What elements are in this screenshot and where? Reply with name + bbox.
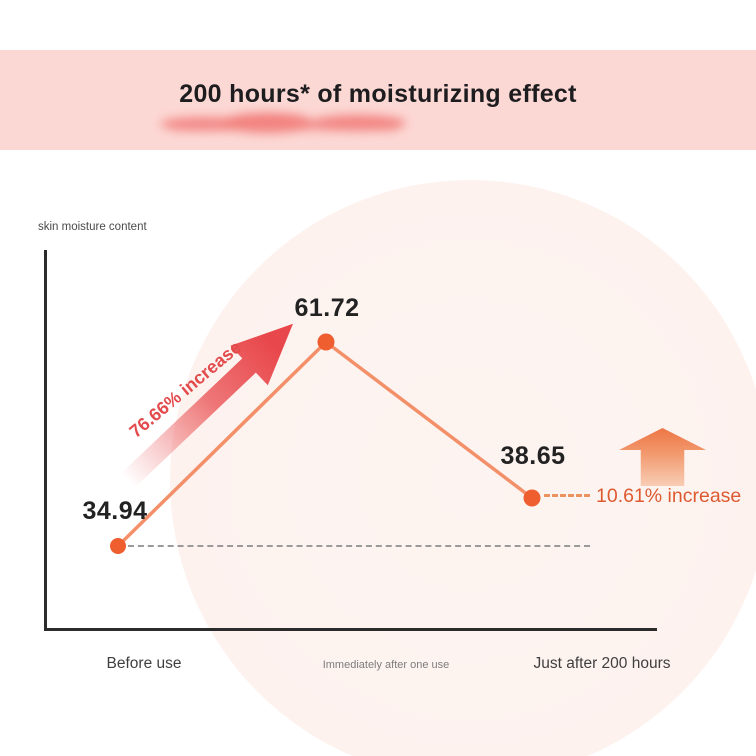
data-point-before-use bbox=[110, 538, 126, 554]
value-label-after-one-use: 61.72 bbox=[294, 294, 360, 322]
net-increase-dashed-line bbox=[544, 494, 590, 497]
x-label-before-use: Before use bbox=[106, 655, 182, 672]
blur-blob bbox=[170, 120, 400, 131]
value-label-after-200-hours: 38.65 bbox=[500, 442, 566, 470]
value-label-before-use: 34.94 bbox=[82, 497, 148, 525]
x-axis-line bbox=[44, 628, 657, 631]
baseline-dashed-line bbox=[128, 545, 590, 547]
redacted-text-blur bbox=[160, 108, 408, 136]
page-title: 200 hours* of moisturizing effect bbox=[179, 80, 577, 108]
net-percent-label: 10.61% increase bbox=[596, 485, 742, 507]
x-label-immediately-after-one-use: Immediately after one use bbox=[322, 659, 450, 671]
y-axis-line bbox=[44, 250, 47, 630]
x-label-just-after-200-hours: Just after 200 hours bbox=[533, 655, 671, 672]
header-banner: 200 hours* of moisturizing effect bbox=[0, 50, 756, 150]
y-axis-title: skin moisture content bbox=[38, 221, 147, 233]
